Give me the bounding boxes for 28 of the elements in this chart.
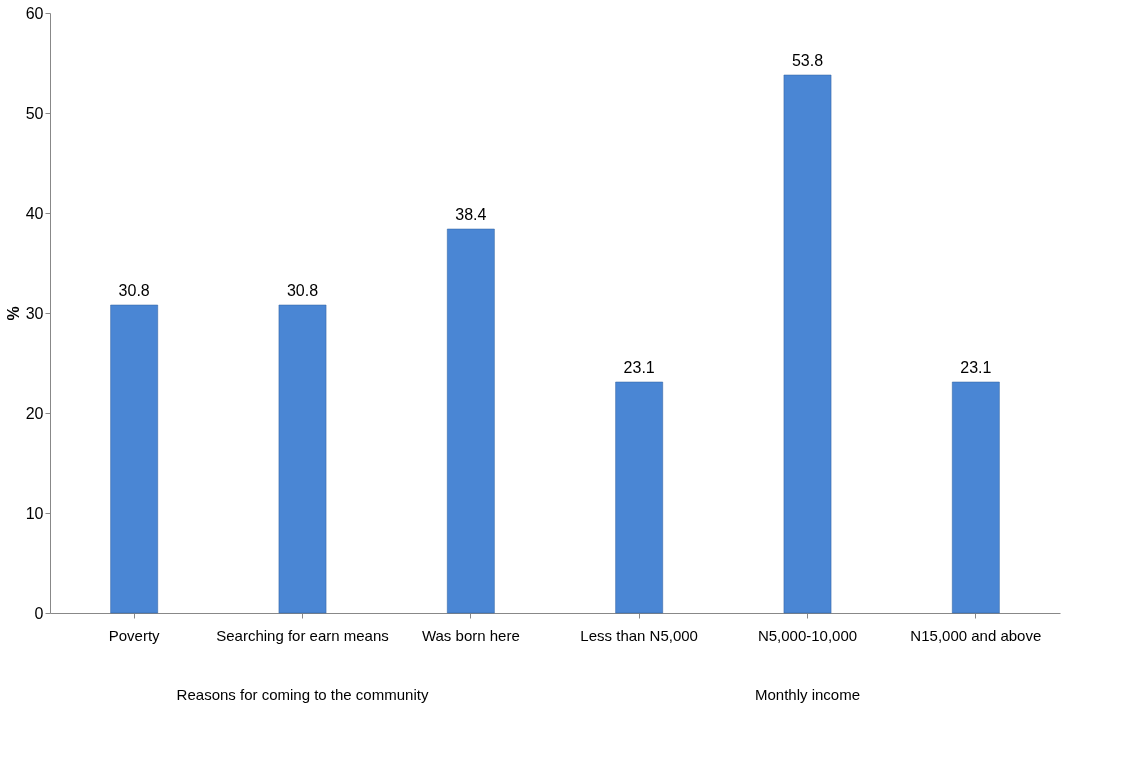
bar [447, 228, 495, 614]
x-tick-label: Poverty [108, 626, 161, 644]
data-label: 23.1 [623, 359, 655, 376]
x-tick-label: Searching for earn means [216, 626, 389, 644]
bar [615, 381, 663, 614]
y-tick-label: 50 [25, 104, 44, 122]
bar [952, 381, 1000, 614]
x-tick-label: Was born here [421, 626, 520, 644]
data-label: 30.8 [286, 282, 319, 299]
bar [278, 304, 327, 614]
y-tick-label: 60 [25, 4, 44, 22]
y-tick-label: 10 [25, 504, 44, 522]
text: Monthly income [754, 686, 861, 703]
y-tick-label: 30 [25, 304, 44, 322]
x-tick-label: Less than N5,000 [580, 626, 698, 644]
x-tick-label: N5,000-10,000 [757, 626, 858, 644]
y-tick-label: 0 [34, 604, 44, 622]
y-tick-label: 40 [25, 204, 44, 222]
bar [110, 304, 158, 614]
data-label: 53.8 [791, 52, 824, 69]
bar [783, 74, 832, 614]
y-axis-title: % [4, 306, 22, 321]
text: Reasons for coming to the community [176, 686, 429, 703]
data-label: 23.1 [960, 359, 992, 376]
data-label: 30.8 [118, 282, 150, 299]
x-tick-label: N15,000 and above [910, 626, 1042, 644]
data-label: 38.4 [455, 206, 487, 223]
y-tick-label: 20 [25, 404, 44, 422]
